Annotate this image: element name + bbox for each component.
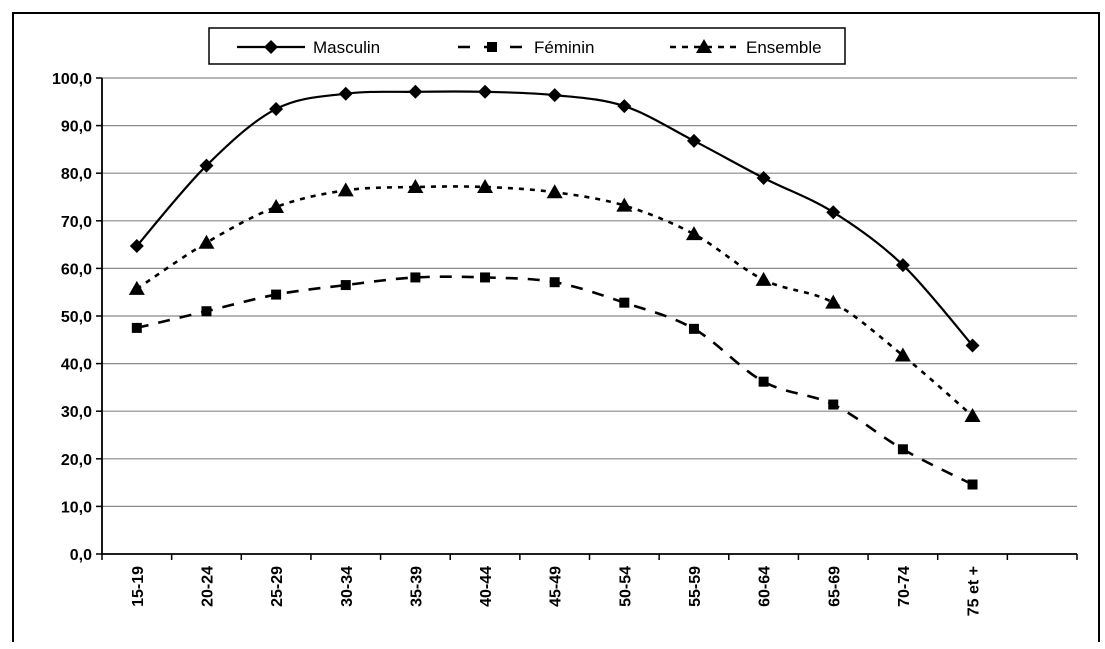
- grid-lines: [102, 77, 1077, 507]
- x-tick-label: 65-69: [826, 566, 843, 607]
- legend-entry: Masculin: [237, 38, 380, 57]
- data-point: [617, 99, 632, 114]
- data-point: [338, 86, 353, 101]
- data-point: [616, 197, 633, 212]
- chart-frame: 0,0 10,0 20,0 30,0 40,0 50,0 60,0 70,0 80,0 90,0 1…: [12, 12, 1100, 642]
- y-tick-label: 10,0: [61, 499, 92, 516]
- legend-marker: [696, 39, 712, 53]
- series-line: [136, 275, 974, 486]
- legend-entry: Féminin: [458, 38, 594, 57]
- x-tick-label: 20-24: [199, 566, 216, 607]
- data-point: [269, 101, 284, 116]
- series-diamond: [129, 84, 980, 353]
- legend: Masculin Féminin Ensemble: [208, 27, 846, 65]
- y-tick-label: 70,0: [61, 214, 92, 231]
- x-tick-label: 45-49: [548, 566, 565, 607]
- data-point: [410, 272, 421, 283]
- data-point: [755, 271, 772, 286]
- series-line: [135, 90, 974, 347]
- x-tick-label: 70-74: [896, 566, 913, 607]
- data-point: [965, 338, 980, 353]
- legend-entry: Ensemble: [670, 38, 822, 57]
- x-tick-label: 35-39: [408, 566, 425, 607]
- x-tick-label: 75 et +: [966, 566, 983, 616]
- data-point: [478, 84, 493, 99]
- data-point: [894, 347, 911, 362]
- data-point: [199, 158, 214, 173]
- data-point: [895, 258, 910, 273]
- data-point: [337, 182, 354, 197]
- data-point: [825, 294, 842, 309]
- x-tick-label: 40-44: [478, 566, 495, 607]
- y-tick-label: 0,0: [70, 547, 92, 564]
- data-point: [685, 226, 702, 241]
- y-tick-label: 80,0: [61, 166, 92, 183]
- data-point: [549, 277, 560, 288]
- data-point: [128, 280, 145, 295]
- data-point: [619, 297, 630, 308]
- data-point: [408, 84, 423, 99]
- data-point: [546, 184, 563, 199]
- data-point: [547, 88, 562, 103]
- data-point: [131, 322, 142, 333]
- series-square: [131, 272, 978, 490]
- x-tick-label: 15-19: [130, 566, 147, 607]
- x-tick-label: 30-34: [339, 566, 356, 607]
- data-point: [480, 272, 491, 283]
- data-point: [686, 133, 701, 148]
- data-point: [271, 289, 282, 300]
- data-point: [477, 179, 494, 194]
- x-tick-label: 55-59: [687, 566, 704, 607]
- line-chart: 0,0 10,0 20,0 30,0 40,0 50,0 60,0 70,0 80,0 90,0 1…: [52, 27, 1078, 616]
- x-tick-label: 50-54: [617, 566, 634, 607]
- data-point: [688, 323, 699, 334]
- y-tick-label: 40,0: [61, 357, 92, 374]
- legend-box: [208, 27, 846, 65]
- legend-label: Ensemble: [746, 38, 822, 57]
- data-point: [340, 280, 351, 291]
- series: [128, 84, 981, 490]
- series-triangle: [128, 179, 981, 422]
- data-point: [407, 179, 424, 194]
- data-point: [828, 399, 839, 410]
- legend-marker: [264, 40, 278, 54]
- legend-marker: [487, 42, 497, 52]
- y-tick-label: 90,0: [61, 119, 92, 136]
- data-point: [758, 376, 769, 387]
- y-tick-label: 100,0: [52, 71, 92, 88]
- data-point: [826, 205, 841, 220]
- data-point: [129, 239, 144, 254]
- x-tick-label: 25-29: [269, 566, 286, 607]
- y-tick-label: 60,0: [61, 261, 92, 278]
- data-point: [268, 198, 285, 213]
- data-point: [967, 479, 978, 490]
- x-tick-labels: 15-19 20-24 25-29 30-34 35-39 40-44 45-49 50-54…: [130, 566, 983, 616]
- y-tick-label: 30,0: [61, 404, 92, 421]
- data-point: [198, 234, 215, 249]
- data-point: [964, 407, 981, 422]
- data-point: [201, 306, 212, 317]
- y-tick-label: 20,0: [61, 452, 92, 469]
- axes: [96, 77, 1078, 560]
- y-tick-labels: 0,0 10,0 20,0 30,0 40,0 50,0 60,0 70,0 80,0 90,0 1…: [52, 71, 92, 564]
- legend-label: Féminin: [534, 38, 594, 57]
- y-tick-label: 50,0: [61, 309, 92, 326]
- data-point: [897, 444, 908, 455]
- data-point: [756, 170, 771, 185]
- x-tick-label: 60-64: [757, 566, 774, 607]
- legend-label: Masculin: [313, 38, 380, 57]
